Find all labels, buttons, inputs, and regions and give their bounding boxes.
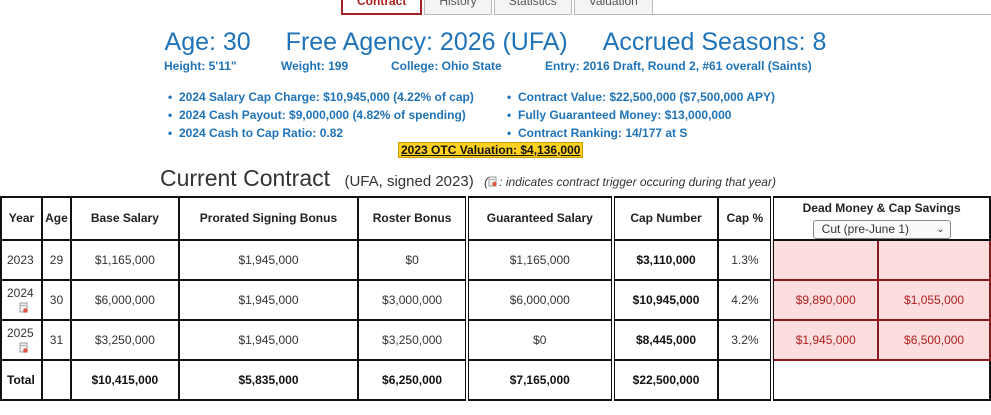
trigger-legend: ( : indicates contract trigger occuring d… — [484, 175, 776, 189]
header-year: Year — [0, 196, 43, 241]
cell-dead-money — [771, 239, 880, 281]
player-headline: Age: 30 Free Agency: 2026 (UFA) Accrued … — [0, 27, 991, 57]
cell-cap-percent: 1.3% — [717, 239, 775, 281]
cell-cap-number: $3,110,000 — [611, 239, 720, 281]
cell-guaranteed-salary: $1,165,000 — [464, 239, 615, 281]
table-row: 2024 30 $6,000,000 $1,945,000 $3,000,000… — [0, 279, 991, 321]
free-agency-heading: Free Agency: 2026 (UFA) — [285, 28, 568, 56]
header-cap-percent: Cap % — [717, 196, 775, 241]
cell-age: 31 — [40, 319, 72, 361]
list-item: 2024 Cash to Cap Ratio: 0.82 — [168, 124, 474, 142]
contract-summary-list: Contract Value: $22,500,000 ($7,500,000 … — [507, 88, 775, 142]
total-label: Total — [0, 359, 43, 401]
cell-prorated-bonus: $1,945,000 — [177, 279, 360, 321]
cell-cap-savings: $1,055,000 — [877, 279, 991, 321]
weight-value: Weight: 199 — [281, 59, 349, 73]
chevron-down-icon: ⌄ — [936, 224, 945, 235]
cell-base-salary: $3,250,000 — [69, 319, 180, 361]
cell-cap-percent: 3.2% — [717, 319, 775, 361]
cell-year: 2025 — [0, 319, 43, 361]
cell-roster-bonus: $3,000,000 — [357, 279, 468, 321]
total-cap-percent — [717, 359, 775, 401]
cell-base-salary: $6,000,000 — [69, 279, 180, 321]
height-value: Height: 5'11" — [164, 59, 237, 73]
total-prorated-bonus: $5,835,000 — [177, 359, 360, 401]
release-scenario-select[interactable]: Cut (pre-June 1) ⌄ — [812, 220, 951, 239]
section-subtitle: (UFA, signed 2023) — [344, 173, 474, 190]
tab-history[interactable]: History — [424, 0, 492, 15]
cell-cap-number: $8,445,000 — [611, 319, 720, 361]
current-contract-heading: Current Contract (UFA, signed 2023) ( : i… — [160, 165, 776, 192]
cell-guaranteed-salary: $0 — [464, 319, 615, 361]
year-value: 2025 — [7, 326, 34, 340]
table-row: 2025 31 $3,250,000 $1,945,000 $3,250,000… — [0, 319, 991, 361]
cell-cap-percent: 4.2% — [717, 279, 775, 321]
cell-age: 29 — [40, 239, 72, 281]
section-title: Current Contract — [160, 165, 331, 191]
player-bio: Height: 5'11" Weight: 199 College: Ohio … — [0, 59, 991, 75]
cell-guaranteed-salary: $6,000,000 — [464, 279, 615, 321]
year-value: 2023 — [7, 253, 34, 267]
tab-valuation[interactable]: Valuation — [573, 0, 653, 15]
cell-dead-money: $1,945,000 — [771, 319, 880, 361]
release-scenario-value: Cut (pre-June 1) — [821, 222, 910, 236]
cell-cap-savings — [877, 239, 991, 281]
year-value: 2024 — [7, 286, 34, 300]
contract-trigger-icon[interactable] — [19, 302, 29, 314]
contract-table: Year Age Base Salary Prorated Signing Bo… — [0, 196, 991, 401]
total-dead-money — [771, 359, 991, 401]
cell-prorated-bonus: $1,945,000 — [177, 239, 360, 281]
cell-age: 30 — [40, 279, 72, 321]
page-tabs: Contract History Statistics Valuation — [341, 0, 655, 15]
entry-value: Entry: 2016 Draft, Round 2, #61 overall … — [545, 59, 812, 73]
dead-money-title: Dead Money & Cap Savings — [802, 201, 961, 215]
list-item: Fully Guaranteed Money: $13,000,000 — [507, 106, 775, 124]
otc-valuation-link[interactable]: 2023 OTC Valuation: $4,136,000 — [398, 142, 584, 158]
total-base-salary: $10,415,000 — [69, 359, 180, 401]
cap-summary-list: 2024 Salary Cap Charge: $10,945,000 (4.2… — [168, 88, 474, 142]
cell-roster-bonus: $0 — [357, 239, 468, 281]
tab-contract[interactable]: Contract — [341, 0, 423, 15]
header-guaranteed-salary: Guaranteed Salary — [464, 196, 615, 241]
contract-trigger-icon — [488, 176, 497, 187]
table-row: 2023 29 $1,165,000 $1,945,000 $0 $1,165,… — [0, 239, 991, 281]
age-heading: Age: 30 — [164, 28, 251, 56]
college-value: College: Ohio State — [391, 59, 502, 73]
cell-year: 2023 — [0, 239, 43, 281]
table-header-row: Year Age Base Salary Prorated Signing Bo… — [0, 196, 991, 241]
cell-base-salary: $1,165,000 — [69, 239, 180, 281]
total-cap-number: $22,500,000 — [611, 359, 720, 401]
total-guaranteed-salary: $7,165,000 — [464, 359, 615, 401]
total-roster-bonus: $6,250,000 — [357, 359, 468, 401]
table-total-row: Total $10,415,000 $5,835,000 $6,250,000 … — [0, 359, 991, 401]
list-item: 2024 Salary Cap Charge: $10,945,000 (4.2… — [168, 88, 474, 106]
accrued-seasons-heading: Accrued Seasons: 8 — [602, 28, 827, 56]
cell-year: 2024 — [0, 279, 43, 321]
header-base-salary: Base Salary — [69, 196, 180, 241]
header-prorated-bonus: Prorated Signing Bonus — [177, 196, 360, 241]
header-dead-money: Dead Money & Cap Savings Cut (pre-June 1… — [771, 196, 991, 241]
contract-trigger-icon[interactable] — [19, 342, 29, 354]
tab-divider — [645, 14, 991, 15]
trigger-legend-text: : indicates contract trigger occuring du… — [499, 175, 776, 189]
list-item: 2024 Cash Payout: $9,000,000 (4.82% of s… — [168, 106, 474, 124]
cell-roster-bonus: $3,250,000 — [357, 319, 468, 361]
total-age — [40, 359, 72, 401]
header-roster-bonus: Roster Bonus — [357, 196, 468, 241]
list-item: Contract Value: $22,500,000 ($7,500,000 … — [507, 88, 775, 106]
list-item: Contract Ranking: 14/177 at S — [507, 124, 775, 142]
tab-statistics[interactable]: Statistics — [493, 0, 572, 15]
cell-cap-savings: $6,500,000 — [877, 319, 991, 361]
header-age: Age — [40, 196, 72, 241]
header-cap-number: Cap Number — [611, 196, 720, 241]
cell-dead-money: $9,890,000 — [771, 279, 880, 321]
cell-cap-number: $10,945,000 — [611, 279, 720, 321]
trigger-legend-open: ( — [484, 175, 489, 189]
cell-prorated-bonus: $1,945,000 — [177, 319, 360, 361]
